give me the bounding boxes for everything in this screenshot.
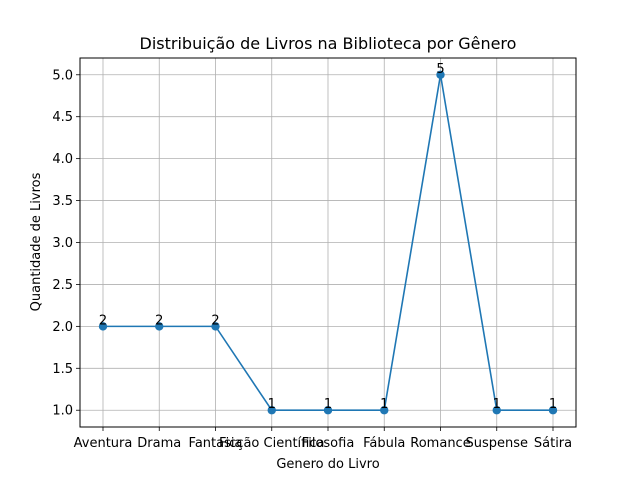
y-axis-ticks: 1.0 1.5 2.0 2.5 3.0 3.5 4.0 4.5 5.0: [52, 68, 80, 419]
x-axis-label: Genero do Livro: [276, 457, 379, 472]
data-point: [436, 70, 445, 79]
y-tick-label: 3.0: [52, 236, 73, 251]
data-point: [492, 406, 501, 415]
data-label: 5: [436, 62, 444, 77]
data-series: 2 2 2 1 1 1 5 1 1: [98, 62, 558, 415]
y-axis-label: Quantidade de Livros: [29, 172, 44, 311]
x-tick-label: Drama: [137, 436, 181, 451]
data-point: [155, 322, 164, 331]
data-point: [548, 406, 558, 415]
data-label: 1: [493, 397, 501, 412]
x-tick-label: Suspense: [465, 436, 528, 451]
y-tick-label: 4.5: [52, 110, 73, 125]
x-tick-label: Ficção Científica: [219, 436, 324, 451]
data-label: 1: [380, 397, 388, 412]
chart-title: Distribuição de Livros na Biblioteca por…: [140, 34, 517, 53]
y-tick-label: 3.5: [52, 194, 73, 209]
y-tick-label: 2.0: [52, 320, 73, 335]
y-tick-label: 1.5: [52, 362, 73, 377]
x-tick-label: Fantasia: [189, 436, 243, 451]
data-label: 1: [549, 397, 557, 412]
y-tick-label: 1.0: [52, 404, 73, 419]
data-label: 1: [324, 397, 332, 412]
data-label: 2: [155, 313, 163, 328]
data-point: [380, 406, 389, 415]
x-tick-label: Aventura: [74, 436, 133, 451]
data-label: 2: [99, 313, 107, 328]
data-point: [323, 406, 333, 415]
y-tick-label: 4.0: [52, 152, 73, 167]
data-label: 1: [268, 397, 276, 412]
data-label: 2: [211, 313, 219, 328]
x-tick-label: Filosofia: [302, 436, 355, 451]
y-tick-label: 5.0: [52, 68, 73, 83]
data-point: [98, 322, 108, 331]
x-tick-label: Fábula: [363, 436, 405, 451]
data-point: [211, 322, 220, 331]
y-tick-label: 2.5: [52, 278, 73, 293]
x-tick-label: Romance: [410, 436, 470, 451]
data-point: [267, 406, 276, 415]
x-tick-label: Sátira: [534, 436, 572, 451]
